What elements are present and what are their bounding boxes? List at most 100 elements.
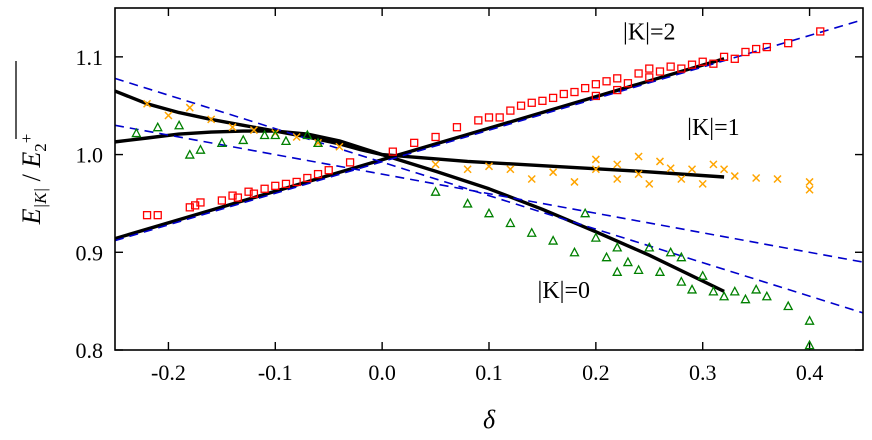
triangle-point xyxy=(804,339,815,350)
x-tick-label: 0.0 xyxy=(368,360,396,385)
square-point xyxy=(570,87,579,97)
cross-point xyxy=(666,164,675,173)
cross-point xyxy=(591,155,600,164)
series-annotation: |K|=1 xyxy=(687,115,739,141)
cross-point xyxy=(549,168,558,177)
triangle-point xyxy=(131,127,142,138)
triangle-point xyxy=(184,149,195,159)
triangle-point xyxy=(548,235,559,245)
cross-point xyxy=(249,126,258,135)
triangle-point xyxy=(238,134,249,145)
square-point xyxy=(709,59,718,68)
fit-curve xyxy=(115,89,725,293)
square-point xyxy=(666,62,675,71)
triangle-point xyxy=(580,207,591,218)
square-point xyxy=(410,138,419,147)
square-point xyxy=(474,116,483,125)
x-tick-label: 0.2 xyxy=(582,360,610,385)
square-point xyxy=(196,198,205,207)
triangle-point xyxy=(195,144,206,154)
square-point xyxy=(677,64,686,73)
cross-point xyxy=(591,165,600,174)
y-axis-title-sub2: 2 xyxy=(31,143,50,152)
y-axis-title: E|K| / E2+ xyxy=(15,61,50,225)
triangle-point xyxy=(761,290,772,301)
axis-ticks xyxy=(115,8,863,351)
cross-point xyxy=(207,115,216,124)
square-point xyxy=(249,189,259,198)
square-point xyxy=(548,93,558,103)
triangle-point xyxy=(804,315,815,325)
square-point xyxy=(559,89,568,99)
square-point xyxy=(281,179,291,189)
cross-point xyxy=(698,179,707,188)
cross-point xyxy=(730,172,739,181)
y-axis-title-sup2: + xyxy=(17,134,36,144)
triangle-point xyxy=(216,137,227,147)
plot-frame xyxy=(114,7,864,351)
cross-point xyxy=(709,160,718,169)
x-tick-label: -0.2 xyxy=(151,360,186,385)
cross-point xyxy=(228,123,237,132)
cross-point xyxy=(292,132,301,142)
square-point xyxy=(484,113,494,122)
square-point xyxy=(591,91,601,101)
triangle-point xyxy=(719,290,730,301)
cross-point xyxy=(613,174,622,184)
square-point xyxy=(687,60,697,69)
square-point xyxy=(271,181,280,190)
series-annotation: |K|=2 xyxy=(623,19,675,45)
square-point xyxy=(719,52,729,62)
cross-point xyxy=(431,160,440,169)
square-point xyxy=(313,169,323,179)
data-points xyxy=(131,27,825,350)
y-tick-label: 0.8 xyxy=(76,338,104,363)
square-point xyxy=(645,73,654,82)
cross-point xyxy=(570,177,579,186)
cross-point xyxy=(506,165,515,174)
square-point xyxy=(431,132,440,142)
square-point xyxy=(292,177,301,187)
triangle-point xyxy=(622,256,633,267)
triangle-point xyxy=(729,285,740,296)
triangle-point xyxy=(665,246,676,257)
cross-point xyxy=(527,174,536,184)
triangle-point xyxy=(783,300,794,311)
triangle-point xyxy=(697,270,708,280)
dashed-fit-line xyxy=(115,124,863,263)
triangle-point xyxy=(270,129,281,140)
square-point xyxy=(233,193,243,202)
cross-point xyxy=(634,170,643,179)
square-point xyxy=(762,42,771,52)
square-point xyxy=(345,158,355,167)
triangle-point xyxy=(174,119,185,130)
cross-point xyxy=(185,103,194,112)
triangle-point xyxy=(612,242,623,252)
y-tick-label: 1.0 xyxy=(76,143,104,168)
square-point xyxy=(698,57,707,66)
square-point xyxy=(303,173,312,183)
triangle-point xyxy=(430,186,441,196)
cross-point xyxy=(752,173,761,183)
triangle-point xyxy=(526,227,537,237)
square-point xyxy=(142,211,152,220)
y-axis-title-base2: E xyxy=(17,152,46,169)
square-point xyxy=(506,106,515,115)
y-tick-label: 1.1 xyxy=(76,45,104,70)
triangle-point xyxy=(462,198,473,208)
y-axis-title-sep: / xyxy=(17,168,46,188)
triangle-point xyxy=(302,129,313,140)
triangle-point xyxy=(751,284,762,294)
square-point xyxy=(228,191,237,200)
cross-point xyxy=(655,157,665,166)
square-point xyxy=(816,27,825,36)
triangle-point xyxy=(505,217,516,228)
square-point xyxy=(217,196,227,205)
triangle-point xyxy=(312,137,324,147)
triangle-point xyxy=(601,251,612,262)
triangle-point xyxy=(686,284,698,294)
tick-labels: -0.2 -0.1 0.0 0.1 0.2 0.3 0.4 0.8 0.9 1.0 1.1 xyxy=(76,45,824,385)
square-point xyxy=(452,123,462,132)
dashed-fit-line xyxy=(115,77,863,314)
